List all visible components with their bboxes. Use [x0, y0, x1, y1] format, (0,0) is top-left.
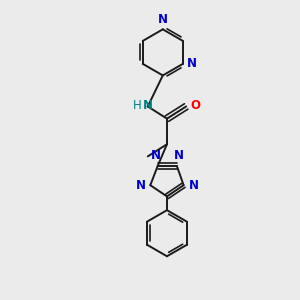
Text: H: H: [133, 99, 142, 112]
Text: N: N: [136, 179, 146, 192]
Text: N: N: [158, 13, 168, 26]
Text: O: O: [190, 99, 201, 112]
Text: N: N: [151, 148, 161, 161]
Text: N: N: [188, 179, 198, 192]
Text: N: N: [143, 99, 153, 112]
Text: N: N: [173, 148, 184, 161]
Text: N: N: [187, 57, 196, 70]
